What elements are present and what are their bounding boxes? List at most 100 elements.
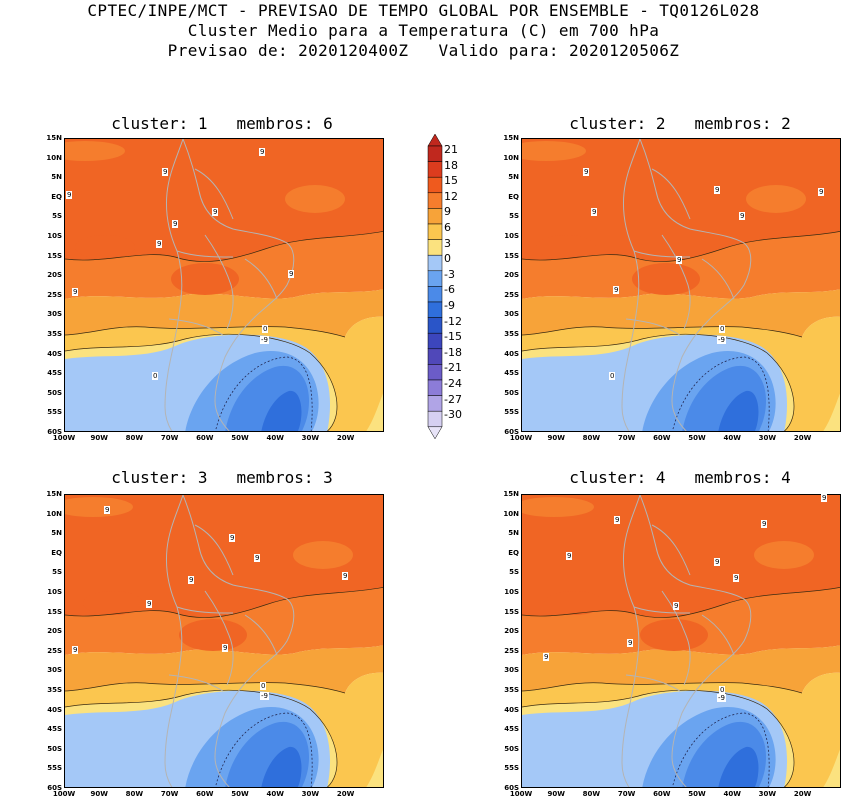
contour-label: 9 [627, 639, 634, 647]
contour-label: 9 [342, 572, 349, 580]
colorbar-swatch [427, 176, 443, 194]
latitude-tick-label: 35S [504, 330, 519, 338]
warm-anomaly-region [632, 263, 700, 295]
contour-label: 9 [288, 270, 295, 278]
warm-anomaly-region [754, 541, 814, 569]
latitude-tick-label: 15N [46, 490, 62, 498]
latitude-tick-label: 15S [47, 251, 62, 260]
latitude-tick-label: EQ [51, 192, 62, 201]
coastline [651, 524, 691, 576]
colorbar-swatch [427, 395, 443, 412]
isotherm-line [522, 682, 803, 694]
latitude-tick-label: 5S [509, 568, 519, 577]
negative-isotherm-line [672, 712, 770, 787]
warm-anomaly-region [285, 185, 345, 213]
warm-anomaly-region [640, 619, 708, 651]
temperature-band-c6 [65, 289, 383, 337]
latitude-tick-label: 5N [508, 529, 519, 538]
colorbar-swatch [427, 161, 443, 178]
contour-label: 9 [72, 646, 79, 654]
panel-4-title: cluster: 4 membros: 4 [569, 468, 791, 487]
contour-label: 9 [673, 602, 680, 610]
coastline [639, 139, 752, 431]
panel-1-field [65, 139, 383, 431]
latitude-tick-label: 15S [504, 251, 519, 260]
colorbar-swatch [427, 270, 443, 287]
contour-label: 9 [739, 212, 746, 220]
latitude-tick-label: 5N [508, 173, 519, 182]
contour-label: 9 [259, 148, 266, 156]
coastline [244, 614, 278, 656]
panel-3-field [65, 495, 383, 787]
temperature-band-cm12 [718, 746, 759, 787]
temperature-band-c3 [522, 672, 840, 787]
temperature-band-c6 [65, 645, 383, 693]
colorbar-level-label: -9 [444, 299, 455, 312]
colorbar-swatch [427, 332, 443, 350]
longitude-tick-label: 50W [688, 434, 706, 442]
temperature-band-cm12 [261, 746, 302, 787]
latitude-tick-label: 20S [47, 271, 62, 280]
contour-label: 9 [714, 186, 721, 194]
contour-label: -9 [717, 694, 726, 702]
latitude-tick-label: 15S [47, 607, 62, 616]
warm-anomaly-region [179, 619, 247, 651]
isotherm-line [65, 333, 338, 431]
latitude-tick-label: 10S [47, 232, 62, 240]
longitude-tick-label: 20W [793, 790, 812, 798]
colorbar-level-label: -12 [444, 314, 462, 328]
latitude-tick-label: 10S [504, 588, 519, 596]
colorbar-swatch [427, 379, 443, 396]
colorbar-swatch [427, 301, 443, 318]
contour-label: 9 [714, 558, 721, 566]
colorbar-level-label: 9 [444, 205, 451, 219]
longitude-tick-label: 60W [196, 790, 214, 798]
latitude-tick-label: 40S [504, 349, 519, 358]
coastline [661, 234, 691, 330]
longitude-tick-label: 40W [723, 434, 741, 442]
latitude-tick-label: 60S [504, 784, 519, 792]
panel-2-map [521, 138, 841, 432]
coastline [661, 590, 691, 686]
contour-label: 9 [172, 220, 179, 228]
longitude-tick-label: 20W [336, 790, 355, 798]
coastline [164, 495, 184, 787]
header-line-3: Previsao de: 2020120400Z Valido para: 20… [167, 41, 680, 60]
longitude-tick-label: 90W [547, 434, 565, 442]
longitude-tick-label: 70W [617, 434, 636, 442]
colorbar-min-arrow [427, 426, 443, 440]
warm-anomaly-region [65, 141, 125, 161]
contour-label: 9 [761, 520, 768, 528]
isotherm-line [65, 689, 338, 787]
contour-label: 0 [262, 325, 269, 333]
latitude-tick-label: 55S [47, 408, 62, 417]
warm-anomaly-region [746, 185, 806, 213]
colorbar-level-label: 18 [444, 158, 458, 172]
panel-3-map [64, 494, 384, 788]
latitude-tick-label: 5N [51, 173, 62, 182]
longitude-tick-label: 70W [160, 434, 179, 442]
negative-isotherm-line [672, 356, 770, 431]
coastline [633, 250, 691, 258]
temperature-band-c3 [522, 316, 840, 431]
contour-label: 9 [591, 208, 598, 216]
colorbar-swatch [427, 223, 443, 240]
longitude-tick-label: 90W [90, 434, 108, 442]
contour-label: 0 [719, 325, 726, 333]
temperature-band-c9 [65, 231, 383, 299]
colorbar-swatches [427, 133, 443, 440]
latitude-tick-label: 50S [504, 388, 519, 397]
colorbar-swatch [427, 317, 443, 334]
latitude-tick-label: 55S [47, 764, 62, 773]
colorbar-level-label: 0 [444, 252, 451, 266]
latitude-tick-label: 25S [47, 290, 62, 299]
warm-anomaly-region [522, 141, 586, 161]
coastline [701, 614, 735, 656]
colorbar-level-label: 15 [444, 174, 458, 188]
longitude-tick-label: 70W [160, 790, 179, 798]
longitude-tick-label: 20W [336, 434, 355, 442]
coastline [164, 139, 184, 431]
panel-2-title: cluster: 2 membros: 2 [569, 114, 791, 133]
coastline [244, 258, 278, 300]
contour-label: -9 [260, 336, 269, 344]
